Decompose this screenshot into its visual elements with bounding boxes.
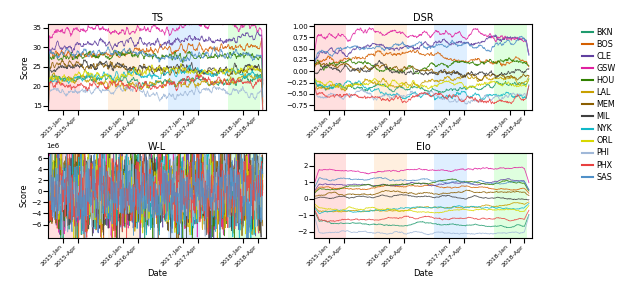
Bar bbox=[228, 153, 260, 238]
Bar bbox=[314, 153, 346, 238]
Bar bbox=[48, 153, 80, 238]
Bar bbox=[228, 24, 260, 110]
Bar bbox=[435, 24, 467, 110]
Bar bbox=[314, 24, 346, 110]
Bar bbox=[108, 153, 140, 238]
Bar bbox=[374, 24, 406, 110]
Bar bbox=[168, 153, 200, 238]
Bar bbox=[48, 24, 80, 110]
Title: TS: TS bbox=[151, 13, 163, 23]
Bar bbox=[374, 153, 406, 238]
Bar bbox=[168, 24, 200, 110]
Title: DSR: DSR bbox=[413, 13, 433, 23]
Bar bbox=[108, 24, 140, 110]
Title: W-L: W-L bbox=[148, 142, 166, 152]
X-axis label: Date: Date bbox=[413, 269, 433, 278]
Y-axis label: Score: Score bbox=[20, 184, 29, 207]
Bar bbox=[435, 153, 467, 238]
Bar bbox=[494, 24, 527, 110]
Bar bbox=[494, 153, 527, 238]
Title: Elo: Elo bbox=[416, 142, 431, 152]
X-axis label: Date: Date bbox=[147, 269, 167, 278]
Y-axis label: Score: Score bbox=[21, 55, 30, 79]
Legend: BKN, BOS, CLE, GSW, HOU, LAL, MEM, MIL, NYK, ORL, PHI, PHX, SAS: BKN, BOS, CLE, GSW, HOU, LAL, MEM, MIL, … bbox=[582, 28, 616, 181]
